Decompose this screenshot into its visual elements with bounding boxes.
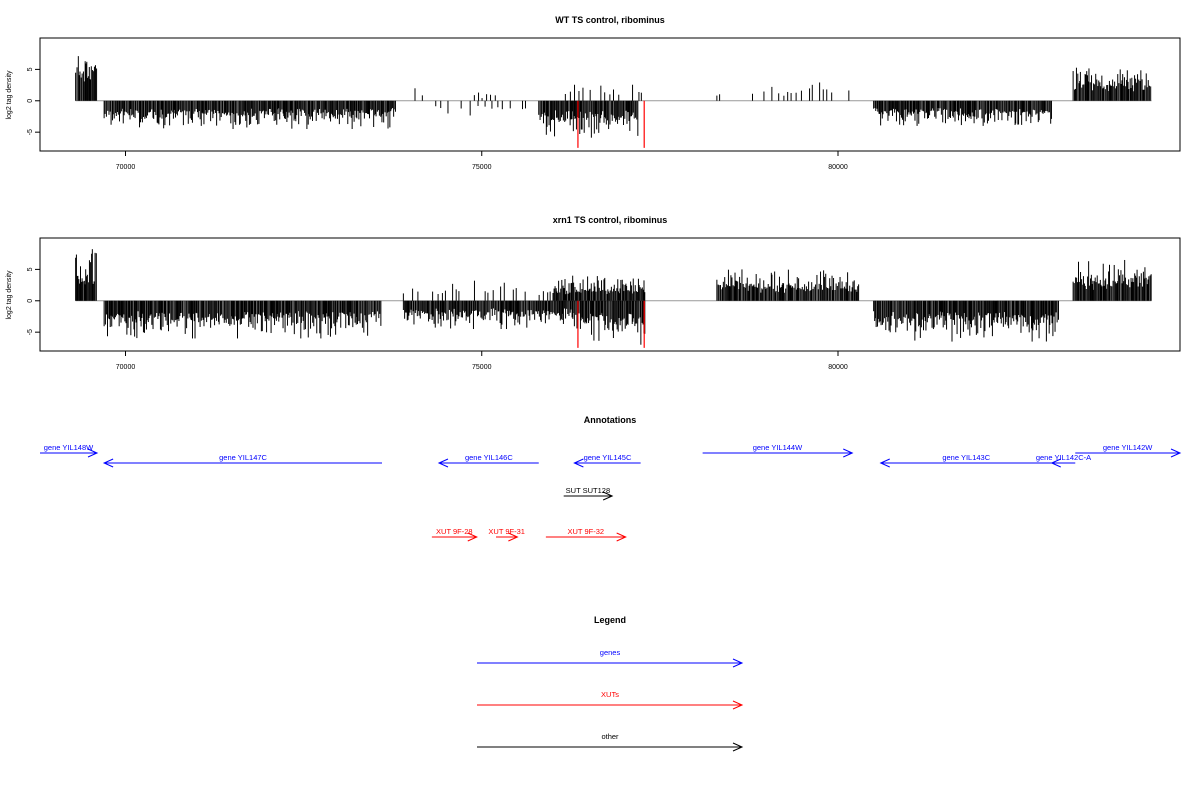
annotation-item: gene YIL142W [1075,443,1182,458]
annotation-label: gene YIL145C [584,453,632,462]
coverage-segment [716,94,721,101]
coverage-segment [75,56,98,101]
y-tick-label: 0 [27,299,34,303]
annotation-item: gene YIL146C [437,453,539,468]
annotation-item: gene YIL144W [702,443,854,458]
annotation-label: gene YIL143C [942,453,990,462]
annotation-label: gene YIL146C [465,453,513,462]
annotation-label: XUT 9F-31 [488,527,525,536]
legend-label: other [601,732,619,741]
xrn1-track-panel: xrn1 TS control, ribominus log2 tag dens… [6,215,1181,371]
arrow-head [102,458,114,468]
legend-title: Legend [594,615,626,625]
coverage-segment [538,100,639,138]
legend: Legend genes XUTs other [477,615,744,752]
legend-item: other [477,732,744,752]
x-tick-label: 75000 [472,364,492,371]
coverage-segment [75,249,97,301]
arrow-head [1050,458,1061,468]
annotation-label: XUT 9F-32 [568,527,605,536]
wt-track-markers [577,100,645,148]
annotation-item: gene YIL143C [879,453,1052,468]
legend-label: genes [600,648,621,657]
annotation-label: gene YIL148W [44,443,94,452]
annotation-items: gene YIL148W gene YIL147C gene YIL146C gene… [40,443,1182,542]
coverage-segment [873,300,1059,342]
coverage-segment [564,84,642,101]
coverage-segment [402,280,551,301]
arrow-head [87,448,99,458]
legend-item: XUTs [477,690,744,710]
arrow-head [879,458,890,468]
coverage-segment [103,100,396,130]
xrn1-track-title: xrn1 TS control, ribominus [553,215,668,225]
y-tick-label: 0 [27,99,34,103]
y-tick-label: 5 [27,67,34,71]
annotations-title: Annotations [584,415,637,425]
annotation-item: XUT 9F-32 [545,527,627,542]
x-tick-label: 70000 [116,364,136,371]
arrow-head [437,458,449,468]
annotation-label: gene YIL142C-A [1036,453,1091,462]
x-tick-label: 80000 [828,364,848,371]
wt-track-axes: 70000 75000 80000 -5 0 5 [27,37,1181,171]
arrow-head [602,491,614,501]
xrn1-track-ylabel: log2 tag density [6,270,13,320]
annotation-item: XUT 9F-31 [488,527,525,542]
legend-label: XUTs [601,690,619,699]
legend-item: genes [477,648,744,668]
coverage-segment [1072,67,1152,101]
arrow-head [732,658,744,668]
wt-track-panel: WT TS control, ribominus log2 tag densit… [6,15,1181,171]
xrn1-track-markers [577,300,645,348]
annotation-label: gene YIL144W [753,443,803,452]
annotation-item: gene YIL145C [573,453,641,468]
legend-items: genes XUTs other [477,648,744,752]
coverage-segment [552,275,646,301]
coverage-segment [103,300,382,339]
y-tick-label: 5 [27,267,34,271]
wt-track-title: WT TS control, ribominus [555,15,665,25]
y-tick-label: -5 [27,129,34,135]
coverage-segment [473,92,496,101]
coverage-segment [752,82,850,101]
arrow-head [508,532,519,542]
coverage-segment [716,269,860,301]
x-tick-label: 80000 [828,164,848,171]
xrn1-track-bars [75,249,1152,345]
arrow-head [573,458,584,468]
coverage-segment [402,300,575,330]
arrow-head [467,532,478,542]
y-tick-label: -5 [27,329,34,335]
coverage-segment [435,100,526,116]
x-tick-label: 70000 [116,164,136,171]
plot-frame [39,37,1181,152]
xrn1-track-axes: 70000 75000 80000 -5 0 5 [27,237,1181,371]
annotation-item: gene YIL148W [40,443,99,458]
arrow-head [1170,448,1182,458]
arrow-head [843,448,854,458]
annotation-item: SUT SUT128 [563,486,614,501]
annotation-item: XUT 9F-28 [431,527,478,542]
arrow-head [732,742,744,752]
wt-track-ylabel: log2 tag density [6,70,13,120]
annotation-label: gene YIL142W [1103,443,1153,452]
coverage-segment [873,100,1052,126]
annotation-item: gene YIL142C-A [1036,453,1091,468]
wt-track-bars [75,56,1152,138]
coverage-segment [414,88,423,101]
annotation-label: gene YIL147C [219,453,267,462]
annotation-item: gene YIL147C [102,453,382,468]
plot-frame [39,237,1181,352]
annotation-label: XUT 9F-28 [436,527,473,536]
coverage-segment [573,300,646,345]
x-tick-label: 75000 [472,164,492,171]
arrow-head [616,532,627,542]
coverage-segment [1072,259,1152,301]
arrow-head [732,700,744,710]
annotation-label: SUT SUT128 [566,486,610,495]
